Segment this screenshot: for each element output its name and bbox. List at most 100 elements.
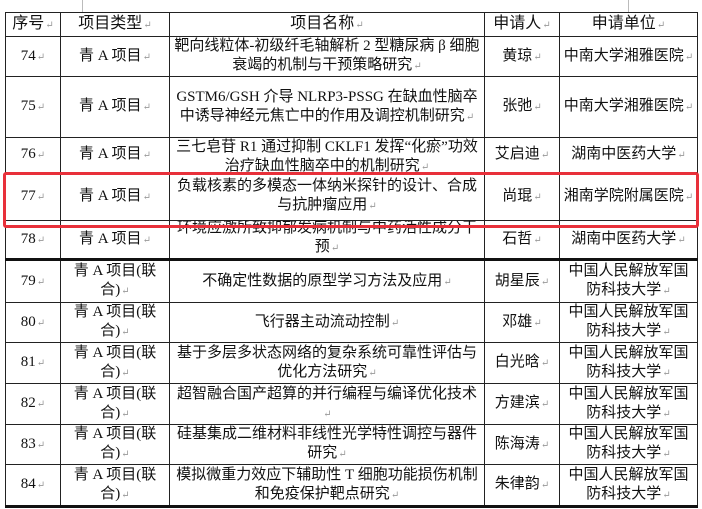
applicant-unit: 中南大学湘雅医院 <box>564 47 693 67</box>
table-row: 84 青 A 项目(联合)模拟微重力效应下辅助性 T 细胞功能损伤机制和免疫保护靶… <box>5 464 698 508</box>
project-type: 青 A 项目 <box>79 187 151 207</box>
project-type: 青 A 项目 <box>79 47 151 67</box>
project-type-cell: 青 A 项目(联合) <box>60 302 170 343</box>
header-applicant: 申请人 <box>484 12 560 37</box>
table-row: 79 青 A 项目(联合) 不确定性数据的原型学习方法及应用 胡星辰中国人民解放军国防… <box>5 258 698 303</box>
project-type-cell: 青 A 项目(联合) <box>60 383 170 425</box>
applicant: 石哲 <box>502 230 541 250</box>
project-type: 青 A 项目(联合) <box>64 385 166 424</box>
applicant: 白光晗 <box>495 353 549 373</box>
row-number-cell: 79 <box>5 258 61 303</box>
project-name-cell: GSTM6/GSH 介导 NLRP3-PSSG 在缺血性脑卒中诱导神经元焦亡中的… <box>169 76 485 138</box>
project-type-cell: 青 A 项目 <box>60 172 170 221</box>
row-number-cell: 78 <box>5 220 61 260</box>
project-name-cell: 靶向线粒体-初级纤毛轴解析 2 型糖尿病 β 细胞衰竭的机制与干预策略研究 <box>169 36 485 77</box>
applicant-cell: 邓雄 <box>484 302 560 343</box>
applicant: 尚琨 <box>502 187 541 207</box>
applicant-cell: 胡星辰 <box>484 258 560 303</box>
applicant-cell: 陈海涛 <box>484 424 560 465</box>
applicant-unit: 湖南中医药大学 <box>571 145 685 165</box>
row-number: 82 <box>21 394 45 414</box>
row-number-cell: 80 <box>5 302 61 343</box>
header-name: 项目名称 <box>169 12 485 37</box>
row-number: 81 <box>21 353 45 373</box>
project-type: 青 A 项目(联合) <box>64 303 166 342</box>
project-type-cell: 青 A 项目(联合) <box>60 424 170 465</box>
project-type-cell: 青 A 项目(联合) <box>60 464 170 508</box>
project-name-cell: 硅基集成二维材料非线性光学特性调控与器件研究 <box>169 424 485 465</box>
row-number-cell: 75 <box>5 76 61 138</box>
project-table: 序号 项目类型 项目名称 申请人 申请单位 74 青 A 项目 靶向线粒体-初级纤毛… <box>5 12 698 508</box>
applicant-unit: 湖南中医药大学 <box>571 230 685 250</box>
row-number: 79 <box>21 272 45 292</box>
applicant-cell: 朱律韵 <box>484 464 560 508</box>
project-type: 青 A 项目(联合) <box>64 425 166 464</box>
row-number-cell: 82 <box>5 383 61 425</box>
applicant-unit-cell: 中南大学湘雅医院 <box>559 76 698 138</box>
row-number: 78 <box>21 230 45 250</box>
project-type-cell: 青 A 项目(联合) <box>60 342 170 384</box>
row-number-cell: 81 <box>5 342 61 384</box>
applicant-unit-cell: 中国人民解放军国防科技大学 <box>559 464 698 508</box>
header-unit: 申请单位 <box>559 12 698 37</box>
project-name: 基于多层多状态网络的复杂系统可靠性评估与优化方法研究 <box>173 344 481 383</box>
project-name: 靶向线粒体-初级纤毛轴解析 2 型糖尿病 β 细胞衰竭的机制与干预策略研究 <box>173 37 481 76</box>
table-row: 76 青 A 项目 三七皂苷 R1 通过抑制 CKLF1 发挥“化瘀”功效治疗缺血性… <box>5 137 698 173</box>
applicant-cell: 白光晗 <box>484 342 560 384</box>
table-row: 82 青 A 项目(联合)超智融合国产超算的并行编程与编译优化技术方建滨中国人民解… <box>5 383 698 425</box>
project-name-cell: 基于多层多状态网络的复杂系统可靠性评估与优化方法研究 <box>169 342 485 384</box>
project-name-cell: 模拟微重力效应下辅助性 T 细胞功能损伤机制和免疫保护靶点研究 <box>169 464 485 508</box>
applicant-unit: 中国人民解放军国防科技大学 <box>563 303 694 342</box>
applicant-unit-cell: 中国人民解放军国防科技大学 <box>559 258 698 303</box>
table-row: 78 青 A 项目 环境应激所致抑郁发病机制与中药活性成分干预 石哲 湖南中医药大学 <box>5 220 698 260</box>
applicant-cell: 石哲 <box>484 220 560 260</box>
applicant-unit-cell: 中国人民解放军国防科技大学 <box>559 424 698 465</box>
row-number: 75 <box>21 97 45 117</box>
applicant-cell: 艾启迪 <box>484 137 560 173</box>
applicant: 胡星辰 <box>495 272 549 292</box>
applicant-unit-cell: 中国人民解放军国防科技大学 <box>559 383 698 425</box>
project-name-cell: 三七皂苷 R1 通过抑制 CKLF1 发挥“化瘀”功效治疗缺血性脑卒中的机制研究 <box>169 137 485 173</box>
applicant-cell: 尚琨 <box>484 172 560 221</box>
project-type-cell: 青 A 项目 <box>60 137 170 173</box>
applicant-unit: 湘南学院附属医院 <box>564 187 693 207</box>
project-type-cell: 青 A 项目 <box>60 36 170 77</box>
project-type: 青 A 项目(联合) <box>64 466 166 505</box>
header-type: 项目类型 <box>60 12 170 37</box>
applicant-cell: 黄琼 <box>484 36 560 77</box>
table-row: 80 青 A 项目(联合) 飞行器主动流动控制 邓雄 中国人民解放军国防科技大学 <box>5 302 698 343</box>
row-number: 76 <box>21 145 45 165</box>
applicant: 艾启迪 <box>495 145 549 165</box>
applicant-unit-cell: 中南大学湘雅医院 <box>559 36 698 77</box>
applicant-unit-cell: 湖南中医药大学 <box>559 137 698 173</box>
project-name: 飞行器主动流动控制 <box>255 313 399 333</box>
project-type: 青 A 项目 <box>79 230 151 250</box>
applicant-unit-cell: 中国人民解放军国防科技大学 <box>559 342 698 384</box>
project-type: 青 A 项目(联合) <box>64 262 166 301</box>
table-row: 75 青 A 项目 GSTM6/GSH 介导 NLRP3-PSSG 在缺血性脑卒中诱… <box>5 76 698 138</box>
project-name: 模拟微重力效应下辅助性 T 细胞功能损伤机制和免疫保护靶点研究 <box>173 466 481 505</box>
header-row: 序号 项目类型 项目名称 申请人 申请单位 <box>5 12 698 37</box>
applicant: 邓雄 <box>502 313 541 333</box>
row-number-cell: 77 <box>5 172 61 221</box>
project-name: 不确定性数据的原型学习方法及应用 <box>202 272 451 292</box>
project-name-cell: 飞行器主动流动控制 <box>169 302 485 343</box>
applicant-cell: 张弛 <box>484 76 560 138</box>
project-type-cell: 青 A 项目 <box>60 76 170 138</box>
applicant: 方建滨 <box>495 394 549 414</box>
project-name-cell: 负载核素的多模态一体纳米探针的设计、合成与抗肿瘤应用 <box>169 172 485 221</box>
project-name: 三七皂苷 R1 通过抑制 CKLF1 发挥“化瘀”功效治疗缺血性脑卒中的机制研究 <box>173 138 481 172</box>
applicant-unit-cell: 湖南中医药大学 <box>559 220 698 260</box>
applicant-unit: 中国人民解放军国防科技大学 <box>563 344 694 383</box>
row-number-cell: 83 <box>5 424 61 465</box>
table-row: 74 青 A 项目 靶向线粒体-初级纤毛轴解析 2 型糖尿病 β 细胞衰竭的机制与干… <box>5 36 698 77</box>
project-type: 青 A 项目 <box>79 145 151 165</box>
project-name: 环境应激所致抑郁发病机制与中药活性成分干预 <box>173 221 481 258</box>
project-type: 青 A 项目(联合) <box>64 344 166 383</box>
applicant-unit: 中国人民解放军国防科技大学 <box>563 262 694 301</box>
project-type-cell: 青 A 项目 <box>60 220 170 260</box>
row-number: 74 <box>21 47 45 67</box>
applicant: 陈海涛 <box>495 435 549 455</box>
header-no: 序号 <box>5 12 61 37</box>
table-row: 81 青 A 项目(联合)基于多层多状态网络的复杂系统可靠性评估与优化方法研究白光… <box>5 342 698 384</box>
